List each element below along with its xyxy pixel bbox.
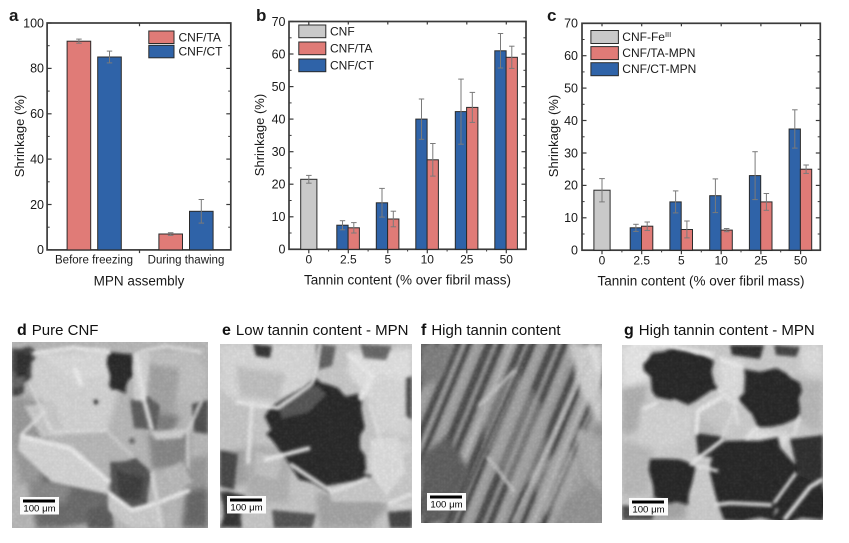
svg-text:CNF/CT: CNF/CT [179, 45, 224, 59]
svg-text:Before freezing: Before freezing [55, 255, 133, 267]
svg-text:60: 60 [272, 47, 286, 61]
svg-text:CNF/CT-MPN: CNF/CT-MPN [622, 62, 696, 76]
svg-text:CNF/CT: CNF/CT [330, 58, 375, 72]
svg-text:5: 5 [384, 253, 391, 267]
svg-text:20: 20 [564, 179, 578, 193]
svg-text:50: 50 [272, 80, 286, 94]
svg-text:25: 25 [460, 253, 474, 267]
svg-text:30: 30 [564, 146, 578, 160]
svg-text:5: 5 [678, 254, 685, 268]
svg-text:0: 0 [279, 243, 286, 257]
svg-text:a: a [9, 6, 19, 25]
svg-text:CNF-FeIII: CNF-FeIII [622, 30, 671, 44]
svg-text:2.5: 2.5 [340, 253, 357, 267]
svg-text:100 μm: 100 μm [23, 504, 55, 515]
svg-text:2.5: 2.5 [633, 254, 650, 268]
svg-text:25: 25 [754, 254, 768, 268]
svg-text:20: 20 [30, 198, 44, 212]
svg-text:80: 80 [30, 62, 44, 76]
svg-text:Shrinkage (%): Shrinkage (%) [252, 94, 267, 176]
svg-text:50: 50 [564, 81, 578, 95]
svg-text:CNF/TA: CNF/TA [330, 41, 372, 55]
svg-text:10: 10 [564, 211, 578, 225]
svg-text:50: 50 [500, 253, 514, 267]
svg-text:Tannin content (% over fibril: Tannin content (% over fibril mass) [304, 273, 511, 288]
svg-text:CNF/TA-MPN: CNF/TA-MPN [622, 46, 695, 60]
svg-text:b: b [256, 6, 266, 25]
svg-text:0: 0 [571, 244, 578, 258]
svg-text:40: 40 [564, 114, 578, 128]
svg-text:CNF/TA: CNF/TA [179, 30, 221, 44]
svg-text:100 μm: 100 μm [632, 505, 664, 516]
svg-text:0: 0 [599, 254, 606, 268]
svg-text:100 μm: 100 μm [430, 500, 462, 511]
svg-text:40: 40 [30, 152, 44, 166]
svg-text:Shrinkage (%): Shrinkage (%) [546, 95, 561, 177]
svg-text:10: 10 [272, 210, 286, 224]
svg-text:70: 70 [564, 17, 578, 31]
svg-text:c: c [547, 6, 556, 25]
svg-text:MPN assembly: MPN assembly [94, 274, 185, 289]
svg-text:100: 100 [23, 16, 44, 30]
svg-text:60: 60 [30, 107, 44, 121]
svg-text:0: 0 [305, 253, 312, 267]
svg-text:10: 10 [421, 253, 435, 267]
svg-text:Tannin content (% over fibril: Tannin content (% over fibril mass) [597, 274, 804, 289]
svg-text:10: 10 [715, 254, 729, 268]
svg-text:30: 30 [272, 145, 286, 159]
svg-text:100 μm: 100 μm [230, 503, 262, 514]
svg-text:0: 0 [37, 243, 44, 257]
svg-text:Shrinkage (%): Shrinkage (%) [12, 95, 27, 177]
svg-text:20: 20 [272, 178, 286, 192]
svg-text:70: 70 [272, 15, 286, 29]
svg-text:CNF: CNF [330, 24, 355, 38]
svg-text:40: 40 [272, 112, 286, 126]
svg-text:During thawing: During thawing [148, 255, 225, 267]
svg-text:60: 60 [564, 49, 578, 63]
svg-text:50: 50 [794, 254, 808, 268]
